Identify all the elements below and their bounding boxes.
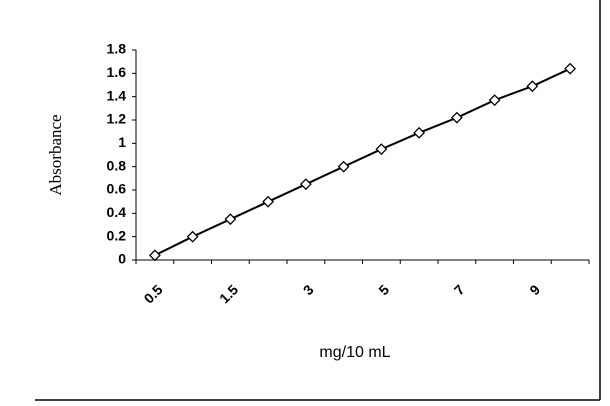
point <box>488 94 501 107</box>
y-tick-label: 1.6 <box>107 64 127 80</box>
point <box>337 160 350 173</box>
y-tick-label: 1.4 <box>107 87 127 103</box>
y-tick-label: 0 <box>118 251 126 267</box>
point <box>299 178 312 191</box>
point <box>564 62 577 75</box>
x-tick-label: 9 <box>526 281 543 298</box>
y-tick-label: 0.6 <box>107 181 127 197</box>
point <box>375 143 388 156</box>
point <box>450 111 463 124</box>
x-tick-label: 0.5 <box>141 281 166 306</box>
y-tick-label: 0.4 <box>107 204 127 220</box>
point <box>148 249 161 262</box>
x-tick-label: 7 <box>451 281 468 298</box>
point <box>186 230 199 243</box>
point <box>262 195 275 208</box>
point <box>224 213 237 226</box>
y-tick-label: 0.8 <box>107 157 127 173</box>
y-tick-label: 1 <box>118 134 126 150</box>
point <box>526 80 539 93</box>
x-tick-label: 3 <box>300 281 317 298</box>
y-axis-label: Absorbance <box>46 114 65 195</box>
y-tick-label: 1.8 <box>107 41 127 57</box>
y-tick-label: 1.2 <box>107 111 127 127</box>
series-line <box>154 67 571 257</box>
x-tick-label: 1.5 <box>216 281 241 306</box>
point <box>413 126 426 139</box>
x-tick-label: 5 <box>375 281 392 298</box>
x-axis-label: mg/10 mL <box>319 344 390 361</box>
y-tick-label: 0.2 <box>107 227 127 243</box>
